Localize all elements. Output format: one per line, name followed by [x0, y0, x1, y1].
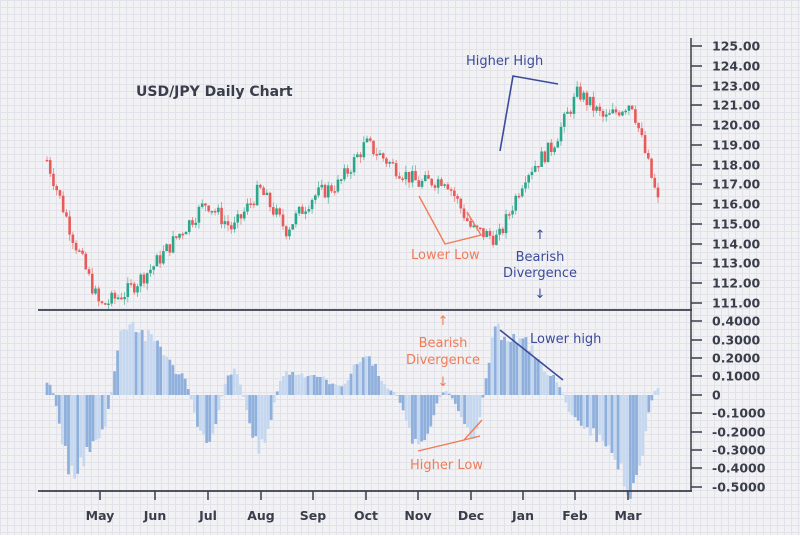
x-tick-marks: [99, 491, 629, 500]
y-tick-label: 124.00: [712, 58, 761, 74]
y-tick-label: 118.00: [712, 157, 761, 173]
y-tick-label: 113.00: [712, 255, 761, 271]
x-tick-label: Jun: [143, 508, 167, 523]
lower-low-label: Lower Low: [411, 248, 480, 263]
y-tick-label: 0.2000: [712, 350, 761, 366]
lower-high-line: [499, 329, 564, 381]
y-tick-label: -0.2000: [712, 424, 766, 440]
y-tick-label: -0.3000: [712, 442, 766, 458]
y-tick-label: 115.00: [712, 216, 761, 232]
higher-high-line: [499, 75, 559, 152]
higher-low-label: Higher Low: [410, 458, 483, 473]
bearish-div-price-label-1: Bearish: [515, 250, 565, 265]
chart-title: USD/JPY Daily Chart: [136, 84, 293, 100]
y-tick-label: -0.4000: [712, 460, 766, 476]
y-tick-label: 120.00: [712, 117, 761, 133]
y-tick-label: 114.00: [712, 236, 761, 252]
higher-high-label: Higher High: [466, 54, 544, 69]
y-tick-label: 112.00: [712, 275, 761, 291]
x-tick-label: Feb: [562, 508, 588, 523]
y-tick-label: 116.00: [712, 196, 761, 212]
bearish-div-osc-label-1: Bearish: [418, 336, 468, 351]
bearish-div-osc-label-2: Divergence: [405, 353, 481, 368]
x-tick-label: May: [85, 508, 115, 523]
bearish-div-down-arrow: ↓: [534, 287, 546, 302]
bearish-div-osc-down-arrow: ↓: [437, 375, 449, 390]
y-tick-label: -0.1000: [712, 405, 766, 421]
y-tick-label: 125.00: [712, 38, 761, 54]
y-tick-label: 0.1000: [712, 368, 761, 384]
x-tick-label: Aug: [247, 508, 275, 523]
y-tick-label: 119.00: [712, 137, 761, 153]
higher-low-line-2: [463, 435, 481, 441]
bearish-div-price-label-2: Divergence: [502, 266, 578, 281]
x-tick-label: Mar: [614, 508, 642, 523]
histogram-series: [45, 321, 660, 499]
x-tick-label: Nov: [404, 508, 432, 523]
x-tick-label: Oct: [353, 508, 379, 523]
y-tick-label: 117.00: [712, 176, 761, 192]
x-tick-label: Jan: [512, 508, 534, 523]
y-tick-label: -0.5000: [712, 479, 766, 495]
y-tick-label: 0: [712, 387, 721, 403]
x-tick-label: Sep: [299, 508, 327, 523]
y-tick-marks: [691, 45, 702, 488]
bearish-div-up-arrow: ↑: [534, 228, 546, 243]
y-tick-label: 0.3000: [712, 332, 761, 348]
bearish-div-osc-up-arrow: ↑: [437, 314, 449, 329]
x-tick-label: Jul: [199, 508, 217, 523]
y-tick-label: 123.00: [712, 78, 761, 94]
x-tick-label: Dec: [457, 508, 485, 523]
y-tick-label: 111.00: [712, 295, 761, 311]
y-tick-label: 0.4000: [712, 313, 761, 329]
y-tick-label: 121.00: [712, 97, 761, 113]
lower-low-line: [418, 195, 483, 245]
lower-high-label: Lower high: [530, 332, 602, 347]
